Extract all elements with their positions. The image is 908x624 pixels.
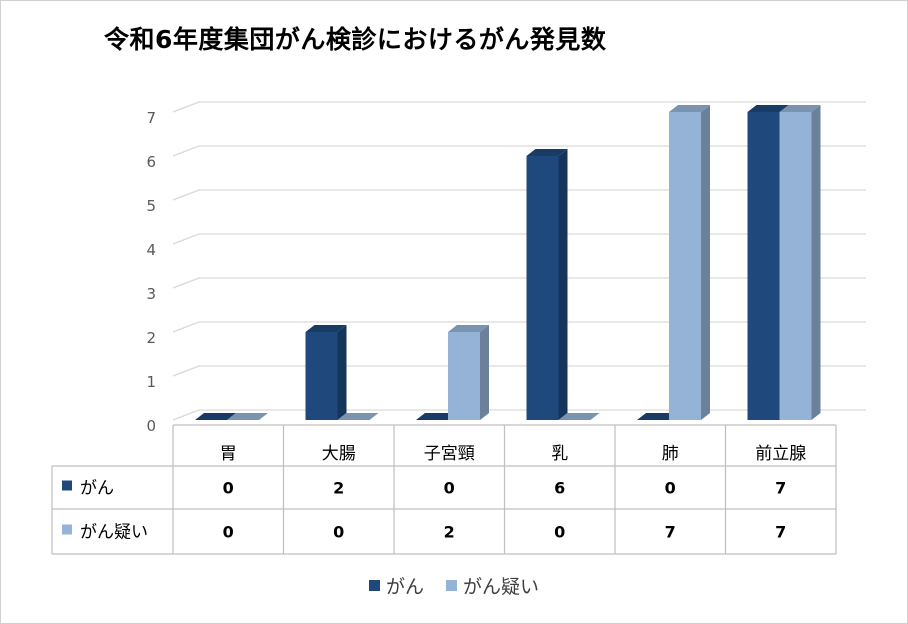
table-value: 0 <box>665 479 676 498</box>
gridline-diag <box>172 409 200 421</box>
chart-title: 令和6年度集団がん検診におけるがん発見数 <box>104 25 607 54</box>
bar-side <box>337 325 347 420</box>
gridline-diag <box>172 365 200 377</box>
bar-side <box>811 105 821 420</box>
bar-top <box>416 413 457 420</box>
bar-top <box>747 105 789 112</box>
legend: がん がん疑い <box>0 572 908 599</box>
gridline-diag <box>172 233 200 245</box>
table-value: 7 <box>775 479 786 498</box>
table-value: 0 <box>554 523 565 542</box>
bar <box>779 112 812 420</box>
x-category-label: 肺 <box>662 444 679 464</box>
bar-top <box>337 413 379 420</box>
bar <box>669 112 701 420</box>
y-tick-label: 7 <box>146 109 156 127</box>
table-swatch <box>62 524 72 535</box>
bar-top <box>637 413 678 420</box>
legend-label-suspected: がん疑い <box>463 576 540 598</box>
bar-top <box>779 105 821 112</box>
x-category-label: 前立腺 <box>755 444 806 464</box>
bar-top <box>526 149 568 156</box>
x-category-label: 胃 <box>220 444 237 464</box>
table-value: 0 <box>223 523 234 542</box>
y-tick-label: 4 <box>146 241 156 259</box>
bar-side <box>558 149 568 420</box>
gridline-diag <box>172 277 200 289</box>
y-tick-label: 5 <box>146 197 156 215</box>
gridline-diag <box>172 321 200 333</box>
y-tick-label: 2 <box>146 329 156 347</box>
gridline-diag <box>172 101 200 113</box>
table-series-label: がん <box>80 479 114 499</box>
table-value: 6 <box>554 479 565 498</box>
bar <box>305 332 338 420</box>
gridline-diag <box>172 189 200 201</box>
table-value: 0 <box>444 479 455 498</box>
bar-top <box>305 325 347 332</box>
bar <box>526 156 559 420</box>
legend-swatch-suspected <box>446 580 457 591</box>
legend-label-cancer: がん <box>385 576 424 598</box>
bar <box>747 112 780 420</box>
x-category-label: 乳 <box>551 444 568 464</box>
legend-item-cancer: がん <box>368 572 424 599</box>
x-category-label: 子宮頸 <box>424 444 475 464</box>
table-value: 0 <box>223 479 234 498</box>
bar <box>448 332 480 420</box>
table-series-label: がん疑い <box>80 523 148 543</box>
bar-top <box>558 413 600 420</box>
bar-top <box>669 105 710 112</box>
gridline-diag <box>172 145 200 157</box>
table-value: 2 <box>444 523 455 542</box>
legend-swatch-cancer <box>368 580 380 591</box>
table-value: 0 <box>333 523 344 542</box>
table-swatch <box>62 480 72 491</box>
y-tick-label: 0 <box>146 417 156 435</box>
legend-item-suspected: がん疑い <box>446 572 539 599</box>
y-tick-label: 3 <box>146 285 156 303</box>
y-tick-label: 6 <box>146 153 156 171</box>
table-value: 7 <box>775 523 786 542</box>
table-value: 2 <box>333 479 344 498</box>
y-tick-label: 1 <box>146 373 156 391</box>
bar-side <box>480 325 489 420</box>
bar-top <box>227 413 268 420</box>
bar-top <box>448 325 489 332</box>
table-value: 7 <box>665 523 676 542</box>
x-category-label: 大腸 <box>322 444 356 464</box>
bar-side <box>701 105 710 420</box>
bar-top <box>195 413 236 420</box>
